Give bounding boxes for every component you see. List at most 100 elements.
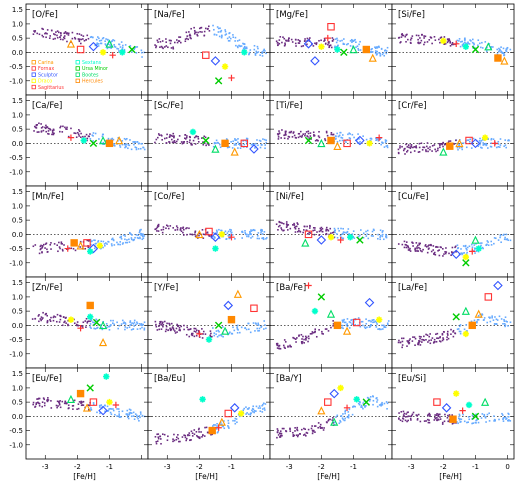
cloud-point — [493, 420, 495, 422]
cloud-point — [448, 252, 450, 255]
cloud-point — [324, 328, 327, 330]
cloud-point — [365, 322, 368, 325]
cloud-point — [217, 142, 220, 144]
panel-label: [Mg/Fe] — [276, 10, 308, 20]
cloud-point — [502, 417, 504, 420]
cloud-point — [381, 231, 384, 233]
cloud-point — [284, 132, 287, 135]
cloud-point — [259, 407, 262, 409]
cloud-point — [172, 47, 175, 50]
cloud-point — [116, 408, 118, 410]
cloud-point — [458, 38, 461, 40]
cloud-point — [319, 427, 322, 429]
cloud-point — [275, 40, 278, 43]
cloud-point — [450, 333, 452, 335]
cloud-point — [386, 402, 389, 405]
cloud-point — [257, 407, 260, 409]
cloud-point — [232, 419, 234, 422]
data-point — [214, 321, 223, 330]
data-point — [310, 56, 320, 66]
cloud-point — [234, 138, 236, 140]
cloud-point — [475, 419, 477, 422]
cloud-point — [229, 37, 232, 40]
cloud-point — [206, 28, 209, 30]
cloud-point — [458, 330, 461, 333]
cloud-point — [56, 244, 59, 247]
data-point — [212, 245, 219, 252]
cloud-point — [201, 436, 203, 438]
cloud-point — [365, 230, 367, 233]
cloud-point — [380, 47, 383, 50]
cloud-point — [143, 148, 146, 151]
panel-label: [Co/Fe] — [154, 192, 184, 202]
cloud-point — [189, 233, 191, 236]
cloud-point — [97, 36, 99, 38]
panel-frame — [391, 276, 515, 369]
cloud-point — [191, 332, 194, 335]
cloud-point — [182, 142, 185, 144]
cloud-point — [498, 418, 500, 421]
cloud-point — [102, 141, 105, 144]
cloud-point — [483, 139, 486, 141]
cloud-point — [381, 401, 383, 404]
cloud-point — [234, 142, 237, 145]
cloud-point — [263, 231, 266, 233]
cloud-point — [188, 227, 190, 230]
data-point — [329, 388, 339, 399]
y-tick-label: 0.0 — [12, 413, 23, 421]
cloud-point — [417, 413, 420, 416]
cloud-point — [137, 142, 140, 145]
cloud-point — [67, 324, 69, 327]
cloud-point — [406, 149, 409, 152]
cloud-point — [247, 413, 250, 416]
cloud-point — [228, 427, 230, 429]
cloud-point — [313, 429, 315, 432]
cloud-point — [261, 230, 263, 233]
data-point — [491, 140, 498, 147]
cloud-point — [71, 37, 74, 40]
cloud-point — [167, 46, 169, 49]
cloud-point — [453, 422, 455, 424]
data-point — [368, 53, 377, 62]
panel-frame — [269, 276, 393, 369]
cloud-point — [343, 38, 345, 40]
cloud-point — [476, 318, 479, 321]
cloud-point — [234, 238, 236, 240]
cloud-point — [465, 42, 467, 45]
data-point — [202, 51, 210, 59]
cloud-point — [331, 37, 334, 39]
x-tick-label: -3 — [42, 463, 49, 471]
cloud-point — [234, 420, 236, 422]
cloud-point — [370, 50, 372, 53]
cloud-point — [376, 405, 379, 408]
cloud-point — [309, 224, 311, 227]
cloud-point — [216, 422, 218, 425]
cloud-point — [470, 320, 473, 323]
cloud-point — [31, 318, 34, 320]
cloud-point — [415, 414, 418, 417]
cloud-point — [307, 428, 310, 431]
cloud-point — [299, 433, 301, 435]
data-point — [87, 248, 94, 255]
cloud-point — [298, 334, 300, 337]
cloud-point — [80, 136, 82, 139]
cloud-point — [459, 45, 462, 48]
cloud-point — [250, 412, 252, 414]
cloud-point — [184, 436, 187, 439]
cloud-point — [211, 433, 214, 436]
cloud-point — [87, 37, 90, 40]
cloud-point — [330, 132, 333, 134]
cloud-point — [165, 227, 167, 230]
cloud-point — [197, 140, 200, 143]
cloud-point — [105, 38, 107, 40]
cloud-point — [158, 325, 160, 327]
cloud-point — [90, 319, 93, 322]
data-point — [64, 245, 71, 252]
cloud-point — [477, 318, 480, 321]
cloud-point — [59, 318, 62, 321]
cloud-point — [300, 136, 303, 138]
cloud-point — [119, 236, 121, 239]
cloud-point — [239, 147, 242, 149]
cloud-point — [433, 338, 436, 341]
cloud-point — [344, 419, 346, 422]
